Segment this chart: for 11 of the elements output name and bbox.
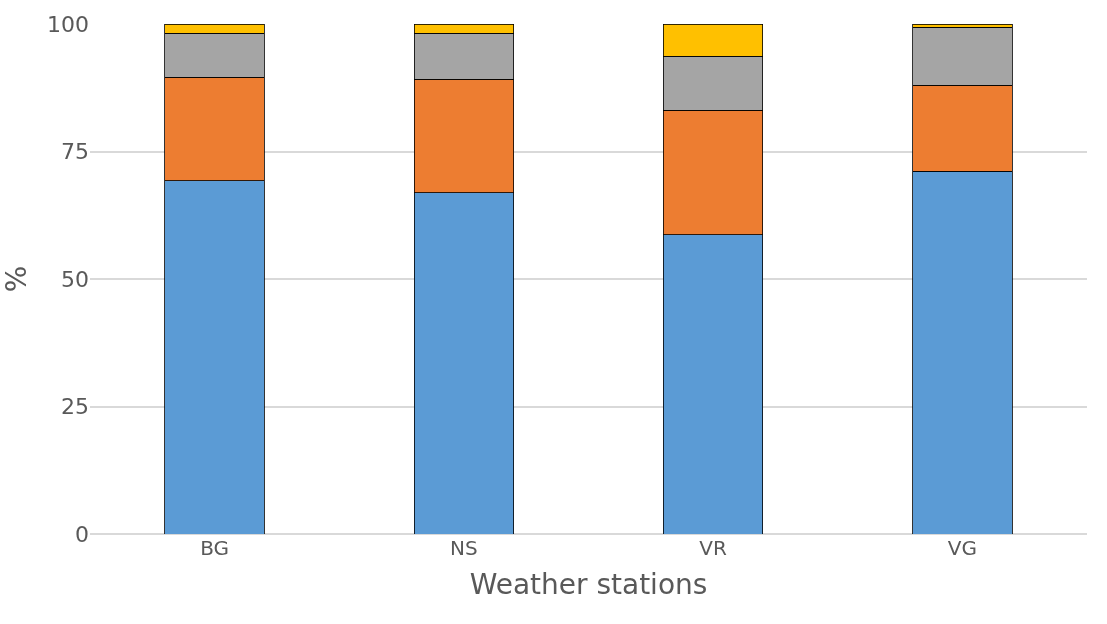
x-tick-label: BG xyxy=(200,536,230,560)
x-tick-label: VG xyxy=(947,536,977,560)
x-tick-label: VR xyxy=(699,536,728,560)
y-tick-label: 50 xyxy=(61,266,89,292)
y-tick-label: 25 xyxy=(61,394,89,420)
y-tick-label: 100 xyxy=(47,11,89,37)
y-tick-label: 75 xyxy=(61,139,89,165)
y-axis-title: % xyxy=(0,265,33,293)
y-tick-label: 0 xyxy=(75,521,89,547)
x-tick-label: NS xyxy=(450,536,478,560)
x-axis-title: Weather stations xyxy=(469,568,708,602)
